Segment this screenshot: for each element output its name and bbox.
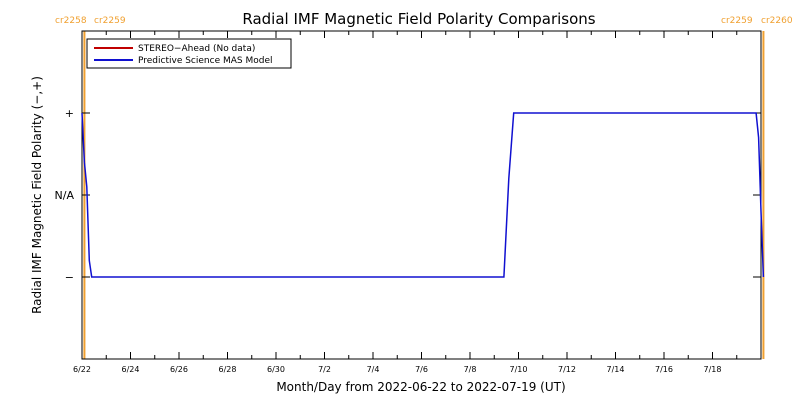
cr-label-right-2: cr2260	[761, 16, 793, 26]
x-tick-label: 7/16	[655, 365, 673, 374]
chart-title: Radial IMF Magnetic Field Polarity Compa…	[242, 10, 595, 28]
plot-frame	[81, 30, 762, 360]
series-layer	[81, 112, 765, 278]
x-tick-label: 7/6	[415, 365, 428, 374]
x-tick-label: 7/2	[318, 365, 331, 374]
x-tick-label: 6/28	[219, 365, 237, 374]
cr-label-right-1: cr2259	[721, 16, 753, 26]
x-tick-label: 7/10	[510, 365, 528, 374]
y-axis-ticks: − N/A +	[55, 107, 761, 284]
x-axis-ticks: 6/22 6/24 6/26 6/28 6/30 7/2 7/4 7/6 7/8 7/10 7/12…	[73, 31, 738, 374]
y-tick-label: N/A	[55, 189, 75, 202]
series-line-1	[81, 112, 765, 278]
x-axis-label: Month/Day from 2022-06-22 to 2022-07-19 …	[276, 380, 565, 394]
x-tick-label: 7/14	[607, 365, 625, 374]
x-tick-label: 6/26	[170, 365, 188, 374]
x-tick-label: 7/18	[704, 365, 722, 374]
legend-box	[86, 38, 292, 69]
x-tick-label: 6/24	[122, 365, 140, 374]
legend-label-mas: Predictive Science MAS Model	[138, 56, 273, 66]
cr-label-left-2: cr2259	[94, 16, 126, 26]
x-tick-label: 6/30	[267, 365, 285, 374]
legend-label-stereo: STEREO−Ahead (No data)	[138, 44, 255, 54]
y-tick-label: −	[65, 271, 74, 284]
x-tick-label: 7/12	[558, 365, 576, 374]
x-tick-label: 7/8	[464, 365, 477, 374]
x-tick-label: 6/22	[73, 365, 91, 374]
x-tick-label: 7/4	[367, 365, 380, 374]
carrington-boundaries	[83, 31, 765, 359]
y-axis-label: Radial IMF Magnetic Field Polarity (−,+)	[30, 76, 44, 314]
legend: STEREO−Ahead (No data) Predictive Scienc…	[86, 38, 292, 69]
y-tick-label: +	[65, 107, 74, 120]
cr-label-left-1: cr2258	[55, 16, 87, 26]
